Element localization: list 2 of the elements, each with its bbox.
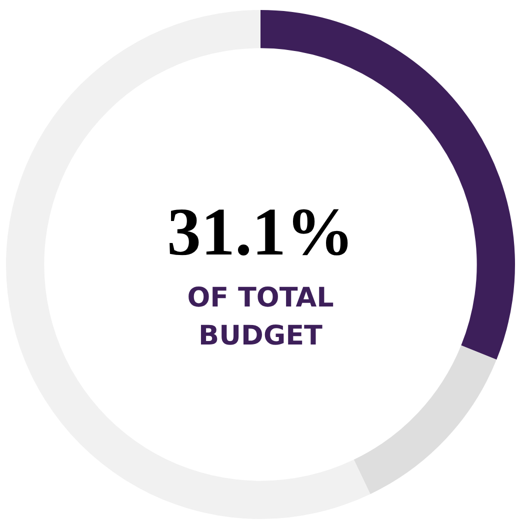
- data-label: 31.1%: [167, 194, 354, 270]
- text: OF TOTAL BUDGET: [187, 282, 334, 352]
